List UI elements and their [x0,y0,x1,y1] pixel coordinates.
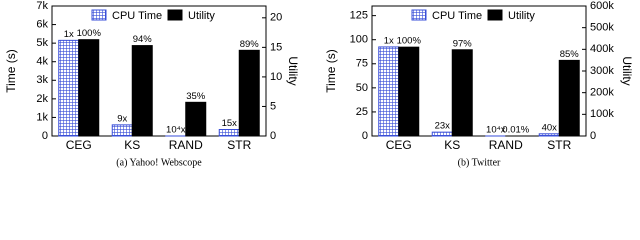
x-tick-label: RAND [169,138,203,152]
value-label: 1x [64,29,74,40]
y2-tick-label: 10 [270,71,282,83]
value-label: 9x [117,113,127,124]
value-label: 100% [397,36,422,47]
y-tick-label: 0 [362,130,368,142]
legend-label: Utility [508,10,535,22]
y2-tick-label: 5 [270,100,276,112]
legend-label: Utility [188,10,215,22]
cpu-bar [431,131,453,137]
y-axis-title: Time (s) [4,49,18,93]
x-tick-label: KS [124,138,140,152]
y-tick-label: 0 [42,130,48,142]
y-tick-label: 7k [36,0,48,12]
value-label: 85% [560,49,580,60]
y2-tick-label: 20 [270,12,282,24]
y2-tick-label: 15 [270,41,282,53]
y2-axis-title: Utility [286,56,300,85]
value-label: 89% [240,39,260,50]
y-tick-label: 5k [36,37,48,49]
y-tick-label: 75 [356,58,368,70]
y2-tick-label: 0 [270,130,276,142]
x-tick-label: CEG [386,138,412,152]
x-tick-label: KS [444,138,460,152]
y-tick-label: 6k [36,18,48,30]
cpu-bar [538,133,560,137]
y2-tick-label: 500k [590,22,614,34]
utility-bar [558,59,580,137]
x-tick-label: STR [547,138,571,152]
value-label: 23x [435,121,451,132]
y2-tick-label: 100k [590,108,614,120]
x-tick-label: STR [227,138,251,152]
subplot-caption: (a) Yahoo! Webscope [116,157,202,168]
y-tick-label: 3k [36,74,48,86]
cpu-bar [58,39,80,137]
subplot: 0 25 50 75 100 125 0 100k 200k 300k 400k 500k 600k Ti… [324,0,634,168]
y2-tick-label: 300k [590,65,614,77]
figure: 0 1k 2k 3k 4k 5k 6k 7k 0 5 10 15 20 Time (s) Utility CE… [4,0,634,168]
value-label: 35% [186,91,206,102]
y2-tick-label: 600k [590,0,614,12]
value-label: 94% [133,34,153,45]
y2-tick-label: 200k [590,87,614,99]
legend-swatch [487,9,503,21]
subplot: 0 1k 2k 3k 4k 5k 6k 7k 0 5 10 15 20 Time (s) Utility CE… [4,0,300,168]
y-tick-label: 125 [350,10,368,22]
legend-label: CPU Time [432,10,482,22]
y-tick-label: 1k [36,111,48,123]
y-tick-label: 100 [350,34,368,46]
y-tick-label: 50 [356,82,368,94]
value-label: 100% [77,28,102,39]
value-label: 97% [453,38,473,49]
y-tick-label: 4k [36,56,48,68]
cpu-bar [218,129,240,137]
value-label: 15x [222,118,238,129]
x-tick-label: RAND [489,138,523,152]
y-axis-title: Time (s) [324,49,338,93]
value-label: 10⁴x [486,125,506,136]
subplot-caption: (b) Twitter [458,157,501,168]
y2-tick-label: 0 [590,130,596,142]
y2-axis-title: Utility [620,56,634,85]
value-label: 40x [542,122,558,133]
y2-tick-label: 400k [590,43,614,55]
legend-swatch [167,9,183,21]
legend-swatch [411,9,427,21]
utility-bar [398,46,420,137]
value-label: 10⁴x [166,125,186,136]
legend-swatch [91,9,107,21]
cpu-bar [111,124,133,137]
utility-bar [185,101,207,137]
utility-bar [238,49,260,137]
value-label: 0.01% [502,125,529,136]
y-tick-label: 2k [36,93,48,105]
utility-bar [451,49,473,137]
utility-bar [131,45,153,137]
x-tick-label: CEG [66,138,92,152]
cpu-bar [378,46,400,137]
utility-bar [78,39,100,137]
y-tick-label: 25 [356,106,368,118]
value-label: 1x [384,35,394,46]
legend-label: CPU Time [112,10,162,22]
plot-frame [51,5,267,137]
